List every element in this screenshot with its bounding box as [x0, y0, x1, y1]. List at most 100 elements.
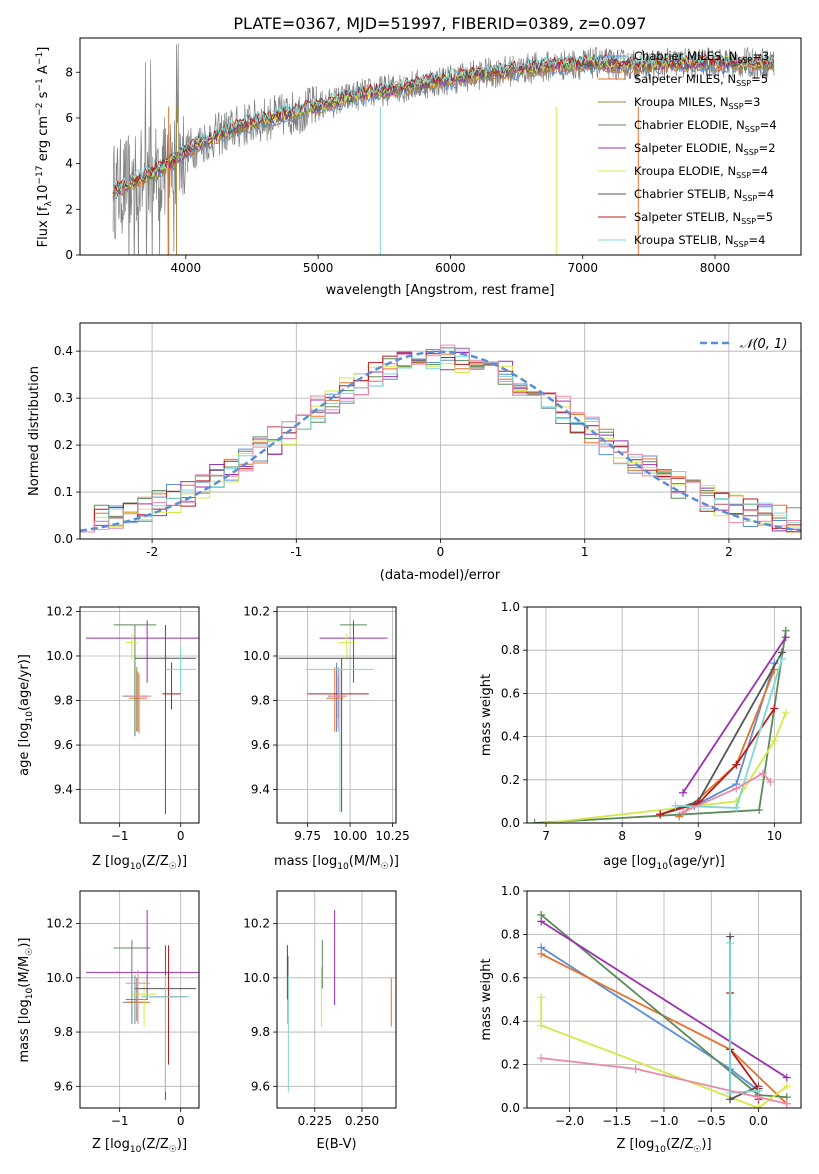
mass_weight_vs_Z-marker: [782, 1099, 791, 1108]
residuals-ytick-label: 0.3: [54, 391, 73, 405]
mass_weight_vs_age-series-line: [682, 772, 772, 814]
age_vs_mass-ytick-label: 9.6: [251, 738, 270, 752]
residuals-xlabel: (data-model)/error: [380, 568, 501, 583]
mass_weight_vs_Z-frame: [526, 890, 802, 1109]
mass_vs_EBV-xtick-label: 0.225: [298, 1114, 332, 1128]
spectrum-ytick-label: 6: [65, 111, 73, 125]
mass_vs_Z-xtick-label: −1: [111, 1114, 129, 1128]
spectrum-model-line: [112, 54, 774, 195]
mass_weight_vs_age-marker: [542, 819, 551, 823]
residuals-xtick-label: 1: [581, 545, 589, 559]
age_vs_Z-ytick-label: 9.4: [54, 783, 73, 797]
residuals-frame: [79, 322, 802, 540]
mass_weight_vs_Z-xtick-label: −2.0: [555, 1114, 584, 1128]
age_vs_Z-ytick-label: 9.6: [54, 738, 73, 752]
mass_weight_vs_age-xtick-label: 8: [618, 829, 626, 843]
spectrum-frame: [79, 37, 802, 256]
mass_weight_vs_age-marker: [732, 760, 741, 769]
age_vs_mass-xtick-label: 10.25: [375, 829, 409, 843]
mass_vs_Z-ytick-label: 10.0: [46, 971, 73, 985]
mass_weight_vs_Z-marker: [631, 1064, 640, 1073]
age_vs_mass-ytick-label: 9.4: [251, 783, 270, 797]
spectrum-xtick-label: 7000: [567, 261, 598, 275]
mass_vs_EBV-plot-area: [286, 909, 392, 1092]
spectrum-xlabel: wavelength [Angstrom, rest frame]: [326, 283, 555, 298]
residuals-xtick-label: 0: [437, 545, 445, 559]
residuals-ytick-label: 0.2: [54, 438, 73, 452]
spectrum-axes: 4000 5000 6000 7000 8000 0 2 4 6 8 wavelength [Ang…: [35, 37, 802, 298]
mass_weight_vs_age-ytick-label: 0.4: [501, 730, 520, 744]
spectrum-xtick-label: 6000: [435, 261, 466, 275]
age_vs_Z-plot-area: [86, 620, 199, 815]
mass_weight_vs_Z-marker: [782, 1082, 791, 1091]
age_vs_Z-axes: −1 0 9.4 9.6 9.8 10.0 10.2 Z [log10(Z/Z☉)] age […: [17, 604, 200, 872]
mass_weight_vs_age-marker: [732, 784, 741, 793]
residuals-ytick-label: 0.1: [54, 485, 73, 499]
mass_weight_vs_Z-xtick-label: −1.0: [649, 1114, 678, 1128]
mass_vs_EBV-xlabel: E(B-V): [316, 1137, 356, 1152]
mass_weight_vs_Z-marker: [537, 993, 546, 1002]
mass_weight_vs_age-marker: [679, 788, 688, 797]
spectrum-ytick-label: 2: [65, 202, 73, 216]
mass_vs_Z-xtick-label: 0: [177, 1114, 185, 1128]
mass_weight_vs_age-xlabel: age [log10(age/yr)]: [603, 854, 725, 872]
mass_weight_vs_age-frame: [526, 606, 802, 824]
mass_weight_vs_Z-marker: [782, 1073, 791, 1082]
mass_weight_vs_Z-xtick-label: −0.5: [697, 1114, 726, 1128]
age_vs_mass-ytick-label: 10.0: [243, 649, 270, 663]
legend-entry: Chabrier STELIB, NSSP=4: [634, 187, 774, 203]
age_vs_mass-axes: 9.75 10.00 10.25 9.4 9.6 9.8 10.0 10.2 mass [log…: [243, 604, 409, 871]
mass_vs_EBV-ytick-label: 9.6: [251, 1079, 270, 1093]
mass_weight_vs_Z-axes: −2.0 −1.5 −1.0 −0.5 0.0 0.0 0.2 0.4 0.6 0.8 1.0 Z […: [479, 884, 802, 1155]
mass_weight_vs_Z-marker: [754, 1104, 763, 1108]
age_vs_Z-ytick-label: 10.0: [46, 649, 73, 663]
mass_weight_vs_Z-xtick-label: −1.5: [602, 1114, 631, 1128]
residual-histogram: [80, 350, 801, 533]
residuals-axes: -2 -1 0 1 2 0.0 0.1 0.2 0.3 0.4 (data-model)/error…: [27, 322, 802, 583]
mass_vs_Z-ytick-label: 9.6: [54, 1079, 73, 1093]
age_vs_mass-plot-area: [278, 620, 396, 812]
legend-entry: Salpeter MILES, NSSP=5: [634, 72, 768, 88]
residuals-ytick-label: 0.0: [54, 532, 73, 546]
mass_weight_vs_age-marker: [671, 801, 680, 810]
mass_weight_vs_Z-ylabel: mass weight: [479, 958, 494, 1040]
mass_weight_vs_age-marker: [770, 736, 779, 745]
mass_weight_vs_Z-series-line: [540, 920, 788, 1079]
mass_vs_EBV-ytick-label: 9.8: [251, 1025, 270, 1039]
mass_weight_vs_age-ylabel: mass weight: [479, 674, 494, 756]
mass_weight_vs_age-marker: [758, 769, 767, 778]
mass_vs_Z-axes: −1 0 9.6 9.8 10.0 10.2 Z [log10(Z/Z☉)] mass [lo…: [17, 890, 200, 1155]
residuals-ytick-label: 0.4: [54, 344, 73, 358]
mass_weight_vs_age-ytick-label: 1.0: [501, 600, 520, 614]
mass_weight_vs_age-ytick-label: 0.8: [501, 643, 520, 657]
mass_weight_vs_Z-ytick-label: 0.2: [501, 1058, 520, 1072]
mass_weight_vs_age-marker: [755, 806, 764, 815]
mass_weight_vs_age-marker: [777, 654, 786, 663]
spectrum-plot-area: [112, 43, 775, 255]
mass_vs_EBV-ytick-label: 10.0: [243, 971, 270, 985]
mass_vs_Z-xlabel: Z [log10(Z/Z☉)]: [92, 1137, 187, 1155]
mass_weight_vs_age-marker: [766, 777, 775, 786]
spectrum-model-line: [112, 51, 774, 193]
mass_weight_vs_age-series-line: [682, 636, 787, 794]
mass_vs_Z-ylabel: mass [log10(M/M☉)]: [17, 938, 35, 1063]
mass_weight_vs_age-ytick-label: 0.2: [501, 773, 520, 787]
mass_weight_vs_age-series-line: [534, 630, 787, 823]
mass_weight_vs_age-marker: [656, 810, 665, 819]
age_vs_Z-xtick-label: 0: [177, 829, 185, 843]
mass_weight_vs_age-axes: 7 8 9 10 0.0 0.2 0.4 0.6 0.8 1.0 age [log10(age/yr…: [479, 600, 802, 872]
age_vs_Z-xlabel: Z [log10(Z/Z☉)]: [92, 854, 187, 872]
legend-entry: Chabrier MILES, NSSP=3: [634, 49, 769, 65]
spectrum-legend: Chabrier MILES, NSSP=3 Salpeter MILES, NS…: [598, 49, 777, 249]
mass_weight_vs_Z-marker: [537, 1054, 546, 1063]
residuals-legend: 𝒩(0, 1): [700, 337, 787, 352]
mass_weight_vs_age-series-line: [659, 707, 776, 816]
mass_vs_Z-frame: [79, 890, 200, 1109]
mass_weight_vs_Z-ytick-label: 0.6: [501, 971, 520, 985]
residuals-ylabel: Normed distribution: [27, 366, 42, 496]
mass_weight_vs_Z-ytick-label: 0.8: [501, 927, 520, 941]
figure-title: PLATE=0367, MJD=51997, FIBERID=0389, z=0…: [233, 14, 646, 33]
spectrum-xtick-label: 8000: [700, 261, 731, 275]
